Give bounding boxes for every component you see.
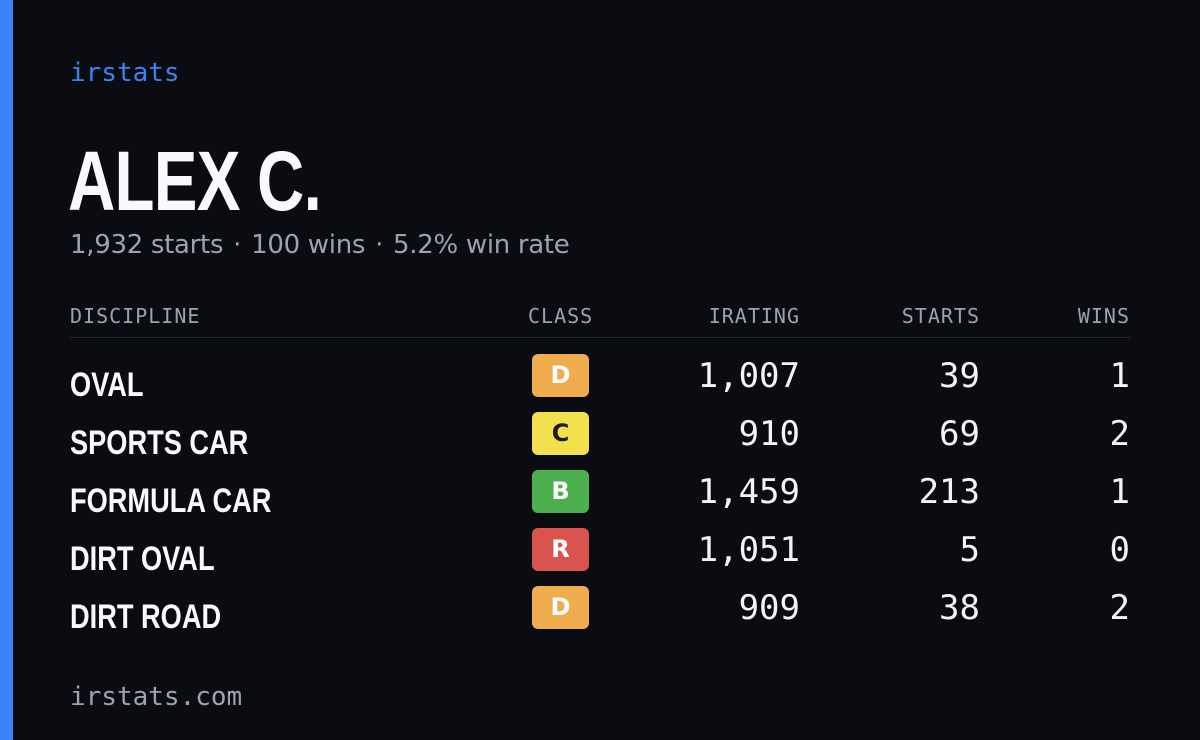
starts-value: 213 — [918, 472, 980, 512]
table-row: OVAL D 1,007 39 1 — [70, 354, 1130, 412]
class-badge: R — [532, 528, 589, 571]
wins-value: 2 — [1109, 414, 1130, 454]
wins-value: 1 — [1109, 472, 1130, 512]
accent-bar — [0, 0, 13, 740]
summary-starts: 1,932 starts — [70, 230, 224, 260]
table-row: FORMULA CAR B 1,459 213 1 — [70, 470, 1130, 528]
irating-value: 1,459 — [697, 472, 800, 512]
header-discipline: DISCIPLINE — [70, 304, 201, 328]
irating-value: 910 — [738, 414, 800, 454]
discipline-stats-table: DISCIPLINE CLASS IRATING STARTS WINS OVA… — [70, 298, 1130, 644]
wins-value: 1 — [1109, 356, 1130, 396]
irating-value: 1,007 — [697, 356, 800, 396]
starts-value: 69 — [939, 414, 980, 454]
discipline-name: FORMULA CAR — [70, 482, 272, 520]
starts-value: 39 — [939, 356, 980, 396]
class-badge: D — [532, 354, 589, 397]
class-badge: B — [532, 470, 589, 513]
summary-win-rate: 5.2% win rate — [393, 230, 570, 260]
brand-logo-text[interactable]: irstats — [70, 58, 180, 88]
starts-value: 38 — [939, 588, 980, 628]
irating-value: 1,051 — [697, 530, 800, 570]
wins-value: 2 — [1109, 588, 1130, 628]
header-starts: STARTS — [901, 304, 980, 328]
summary-separator: · — [375, 230, 384, 260]
table-header: DISCIPLINE CLASS IRATING STARTS WINS — [70, 298, 1130, 338]
header-class: CLASS — [528, 304, 594, 328]
summary-wins: 100 wins — [251, 230, 366, 260]
header-irating: IRATING — [708, 304, 800, 328]
player-name: ALEX C. — [68, 134, 322, 228]
table-row: DIRT OVAL R 1,051 5 0 — [70, 528, 1130, 586]
player-summary: 1,932 starts · 100 wins · 5.2% win rate — [70, 228, 570, 262]
class-badge: C — [532, 412, 589, 455]
discipline-name: DIRT ROAD — [70, 598, 222, 636]
table-row: DIRT ROAD D 909 38 2 — [70, 586, 1130, 644]
starts-value: 5 — [959, 530, 980, 570]
table-row: SPORTS CAR C 910 69 2 — [70, 412, 1130, 470]
summary-separator: · — [233, 230, 242, 260]
class-badge: D — [532, 586, 589, 629]
footer-site-url[interactable]: irstats.com — [70, 682, 243, 712]
irating-value: 909 — [738, 588, 800, 628]
header-wins: WINS — [1077, 304, 1130, 328]
discipline-name: SPORTS CAR — [70, 424, 249, 462]
wins-value: 0 — [1109, 530, 1130, 570]
discipline-name: OVAL — [70, 366, 144, 404]
table-body: OVAL D 1,007 39 1 SPORTS CAR C 910 69 2 … — [70, 354, 1130, 644]
discipline-name: DIRT OVAL — [70, 540, 215, 578]
